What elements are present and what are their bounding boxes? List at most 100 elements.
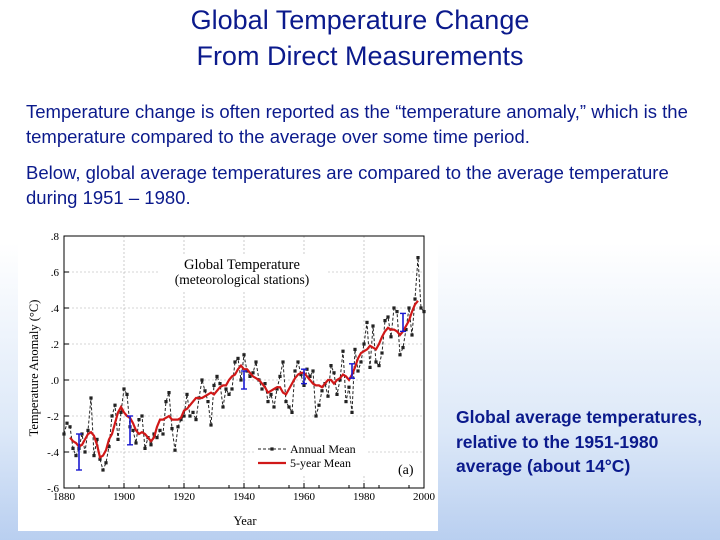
- annual-mean-point: [335, 392, 339, 396]
- annual-mean-point: [308, 374, 312, 378]
- annual-mean-point: [356, 369, 360, 373]
- annual-mean-point: [260, 387, 264, 391]
- annual-mean-point: [125, 392, 129, 396]
- annual-mean-point: [83, 450, 87, 454]
- chart-marks: [62, 256, 426, 472]
- annual-mean-point: [131, 428, 135, 432]
- annual-mean-point: [98, 457, 102, 461]
- annual-mean-point: [389, 335, 393, 339]
- annual-mean-point: [194, 418, 198, 422]
- annual-mean-point: [329, 364, 333, 368]
- annual-mean-point: [176, 425, 180, 429]
- annual-mean-point: [134, 441, 138, 445]
- y-tick-label: .0: [51, 375, 60, 387]
- annual-mean-point: [143, 446, 147, 450]
- annual-mean-point: [119, 410, 123, 414]
- axis-ticks: 1880 1900 1920 1940 1960 1980 2000 -.6 -.4 -.2 .0.…: [47, 231, 435, 503]
- annual-mean-point: [164, 400, 168, 404]
- x-tick-label: 1980: [353, 491, 376, 503]
- annual-mean-point: [203, 389, 207, 393]
- annual-mean-point: [86, 428, 90, 432]
- annual-mean-point: [296, 360, 300, 364]
- annual-mean-point: [353, 347, 357, 351]
- annual-mean-point: [413, 297, 417, 301]
- annual-mean-point: [290, 410, 294, 414]
- annual-mean-point: [173, 448, 177, 452]
- chart-subtitle: (meteorological stations): [175, 272, 310, 287]
- annual-mean-point: [137, 418, 141, 422]
- annual-mean-point: [185, 392, 189, 396]
- annual-mean-point: [422, 310, 426, 314]
- annual-mean-point: [416, 256, 420, 260]
- annual-mean-point: [365, 320, 369, 324]
- annual-mean-point: [374, 360, 378, 364]
- annual-mean-point: [398, 353, 402, 357]
- annual-mean-point: [191, 410, 195, 414]
- annual-mean-point: [212, 383, 216, 387]
- annual-mean-point: [386, 315, 390, 319]
- annual-mean-point: [239, 378, 243, 382]
- annual-mean-point: [371, 324, 375, 328]
- panel-label: (a): [398, 463, 414, 478]
- annual-mean-point: [347, 385, 351, 389]
- annual-mean-point: [395, 310, 399, 314]
- annual-mean-point: [269, 392, 273, 396]
- annual-mean-point: [104, 461, 108, 465]
- annual-mean-point: [167, 391, 171, 395]
- annual-mean-point: [278, 374, 282, 378]
- annual-mean-point: [101, 468, 105, 472]
- annual-mean-point: [215, 374, 219, 378]
- annual-mean-point: [170, 427, 174, 431]
- annual-mean-point: [227, 392, 231, 396]
- annual-mean-point: [110, 414, 114, 418]
- annual-mean-point: [179, 418, 183, 422]
- annual-mean-point: [68, 425, 72, 429]
- chart-caption: Global average temperatures, relative to…: [456, 407, 703, 476]
- annual-mean-point: [350, 410, 354, 414]
- annual-mean-point: [299, 373, 303, 377]
- annual-mean-point: [317, 403, 321, 407]
- title-line-1: Global Temperature Change: [190, 5, 530, 35]
- x-tick-label: 1960: [293, 491, 316, 503]
- annual-mean-point: [62, 432, 66, 436]
- annual-mean-point: [344, 400, 348, 404]
- annual-mean-point: [221, 405, 225, 409]
- x-tick-label: 1900: [113, 491, 136, 503]
- x-tick-label: 1880: [53, 491, 76, 503]
- annual-mean-point: [380, 351, 384, 355]
- chart-panel: 1880 1900 1920 1940 1960 1980 2000 -.6 -.4 -.2 .0.…: [18, 220, 438, 531]
- annual-mean-point: [311, 369, 315, 373]
- annual-mean-point: [200, 378, 204, 382]
- annual-mean-point: [368, 365, 372, 369]
- annual-mean-point: [155, 436, 159, 440]
- annual-mean-point: [248, 374, 252, 378]
- y-tick-label: .8: [51, 231, 60, 243]
- temperature-chart: 1880 1900 1920 1940 1960 1980 2000 -.6 -.4 -.2 .0.…: [27, 231, 436, 528]
- annual-mean-point: [206, 400, 210, 404]
- annual-mean-point: [392, 306, 396, 310]
- annual-mean-point: [281, 360, 285, 364]
- annual-mean-point: [224, 387, 228, 391]
- y-tick-label: -.2: [47, 411, 59, 423]
- annual-mean-point: [401, 346, 405, 350]
- annual-mean-point: [338, 378, 342, 382]
- annual-mean-point: [158, 428, 162, 432]
- annual-mean-point: [161, 432, 165, 436]
- x-tick-label: 1920: [173, 491, 196, 503]
- annual-mean-point: [359, 360, 363, 364]
- annual-mean-point: [302, 383, 306, 387]
- annual-mean-point: [284, 400, 288, 404]
- annual-mean-point: [419, 306, 423, 310]
- annual-mean-point: [209, 423, 213, 427]
- annual-mean-point: [287, 405, 291, 409]
- chart-title: Global Temperature: [184, 257, 300, 273]
- y-tick-label: -.4: [47, 447, 59, 459]
- annual-mean-point: [95, 437, 99, 441]
- title-line-2: From Direct Measurements: [196, 41, 524, 71]
- y-axis-label: Temperature Anomaly (°C): [27, 300, 41, 437]
- x-axis-label: Year: [233, 514, 257, 528]
- annual-mean-point: [332, 371, 336, 375]
- annual-mean-point: [242, 353, 246, 357]
- annual-mean-point: [71, 446, 75, 450]
- annual-mean-point: [251, 371, 255, 375]
